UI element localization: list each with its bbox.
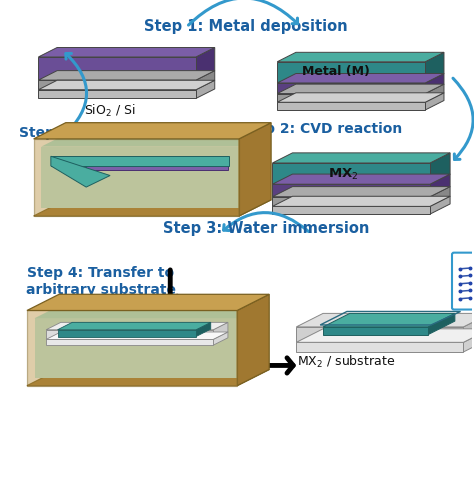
Polygon shape [273,196,450,206]
Polygon shape [196,323,211,336]
Polygon shape [35,302,269,318]
Polygon shape [323,327,428,334]
Text: Step 1: Metal deposition: Step 1: Metal deposition [144,19,347,34]
FancyBboxPatch shape [452,252,474,310]
Polygon shape [57,323,211,330]
Polygon shape [38,80,196,90]
Polygon shape [464,314,474,342]
Polygon shape [430,153,450,184]
Polygon shape [425,93,444,110]
Polygon shape [430,186,450,206]
Polygon shape [425,84,444,102]
Polygon shape [273,184,430,197]
Polygon shape [464,329,474,352]
Polygon shape [38,81,215,90]
Polygon shape [196,71,215,90]
Polygon shape [41,147,239,208]
Polygon shape [27,369,269,386]
Polygon shape [277,74,444,83]
Polygon shape [428,314,455,334]
Polygon shape [38,90,196,98]
Polygon shape [46,323,228,330]
Polygon shape [277,52,444,62]
Polygon shape [273,174,450,184]
Polygon shape [273,197,430,206]
Polygon shape [213,332,228,345]
Polygon shape [86,160,228,170]
Polygon shape [273,153,450,163]
Polygon shape [57,330,196,336]
Polygon shape [273,163,430,184]
Polygon shape [296,327,464,342]
Polygon shape [277,84,444,93]
Polygon shape [273,186,450,197]
Polygon shape [239,123,271,216]
Polygon shape [34,139,239,216]
Polygon shape [277,93,444,102]
Polygon shape [196,81,215,98]
Polygon shape [273,206,430,214]
Polygon shape [296,342,464,352]
Polygon shape [323,314,455,327]
Text: Step 3: Water immersion: Step 3: Water immersion [163,221,369,236]
Text: Step 4: Reuse (optional): Step 4: Reuse (optional) [19,126,210,140]
Polygon shape [430,196,450,214]
Polygon shape [425,74,444,93]
Polygon shape [277,93,425,102]
Text: Step 4: Transfer to
arbitrary substrate: Step 4: Transfer to arbitrary substrate [26,266,175,297]
Polygon shape [430,174,450,197]
Polygon shape [237,302,269,378]
Polygon shape [296,314,474,327]
Polygon shape [38,57,196,80]
Text: Step 2: CVD reaction: Step 2: CVD reaction [238,122,402,136]
Polygon shape [38,71,215,80]
Polygon shape [46,339,213,345]
Polygon shape [277,102,425,110]
Polygon shape [46,332,228,339]
Polygon shape [51,156,110,187]
Polygon shape [38,48,215,57]
Text: MX$_2$: MX$_2$ [328,167,358,182]
Polygon shape [34,200,271,216]
Polygon shape [213,323,228,339]
Polygon shape [196,48,215,80]
Text: Metal (M): Metal (M) [302,65,370,78]
Polygon shape [277,83,425,93]
Polygon shape [35,318,237,378]
Polygon shape [239,130,271,208]
Polygon shape [425,52,444,83]
Text: MX$_2$ / substrate: MX$_2$ / substrate [297,354,395,370]
Polygon shape [46,330,213,339]
Polygon shape [51,156,229,166]
Polygon shape [27,311,237,386]
Polygon shape [27,294,269,311]
Polygon shape [296,329,474,342]
Polygon shape [237,294,269,386]
Polygon shape [277,62,425,83]
Polygon shape [41,130,271,147]
Polygon shape [34,123,271,139]
Text: SiO$_2$ / Si: SiO$_2$ / Si [83,103,135,119]
